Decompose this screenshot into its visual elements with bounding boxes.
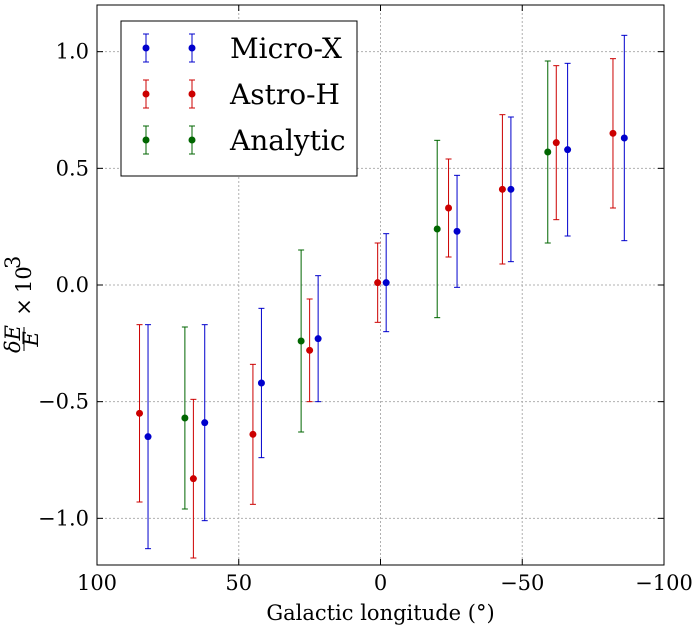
y-label-exponent: 3 [1,256,25,269]
legend-item: Analytic [142,124,346,157]
series-micro-x [144,34,628,550]
data-point [453,227,461,235]
x-tick-label: 50 [225,571,252,595]
series-analytic [181,60,552,510]
y-tick-label: 1.0 [56,40,89,64]
data-point [297,337,305,345]
y-tick-label: 0.0 [56,273,89,297]
legend-marker [188,44,196,52]
legend-marker [142,136,150,144]
y-label-base: 10 [12,266,36,293]
series-layer [136,34,628,559]
data-point [620,134,628,142]
x-tick-label: 0 [374,571,387,595]
y-tick-label: 0.5 [56,156,89,180]
y-tick-label: −1.0 [38,506,89,530]
legend-label: Micro-X [230,32,342,65]
data-point [136,409,144,417]
x-tick-label: −50 [500,571,544,595]
y-tick-label: −0.5 [38,390,89,414]
legend-box [120,20,358,177]
data-point [314,335,322,343]
legend-marker [188,136,196,144]
data-point [257,379,265,387]
axis-ticks: 100 50 0 −50 −100 1.0 0.5 0.0 −0.5 −1.0 [38,5,693,595]
legend-marker [142,44,150,52]
data-point [433,225,441,233]
y-label-numerator: δE [1,325,25,353]
data-point [306,346,314,354]
series-astro-h [136,58,617,559]
data-point [552,139,560,147]
legend-label: Analytic [229,124,346,157]
data-point [498,185,506,193]
legend: Micro-X Astro-H Analytic [120,20,358,177]
data-point [181,414,189,422]
y-label-denominator: E [19,331,43,347]
x-tick-label: −100 [635,571,693,595]
data-point [144,433,152,441]
data-point [201,419,209,427]
data-point [249,430,257,438]
data-point [507,185,515,193]
y-axis-label: δE E × 10 3 [1,256,43,353]
x-tick-label: 100 [77,571,117,595]
data-point [609,129,617,137]
data-point [374,279,382,287]
legend-marker [142,90,150,98]
legend-item: Micro-X [142,32,342,65]
data-point [382,279,390,287]
data-point [445,204,453,212]
y-label-times: × [12,298,36,316]
x-axis-label: Galactic longitude (°) [266,601,494,625]
legend-item: Astro-H [142,78,340,111]
legend-marker [188,90,196,98]
data-point [564,146,572,154]
data-point [189,475,197,483]
legend-label: Astro-H [229,78,340,111]
data-point [544,148,552,156]
